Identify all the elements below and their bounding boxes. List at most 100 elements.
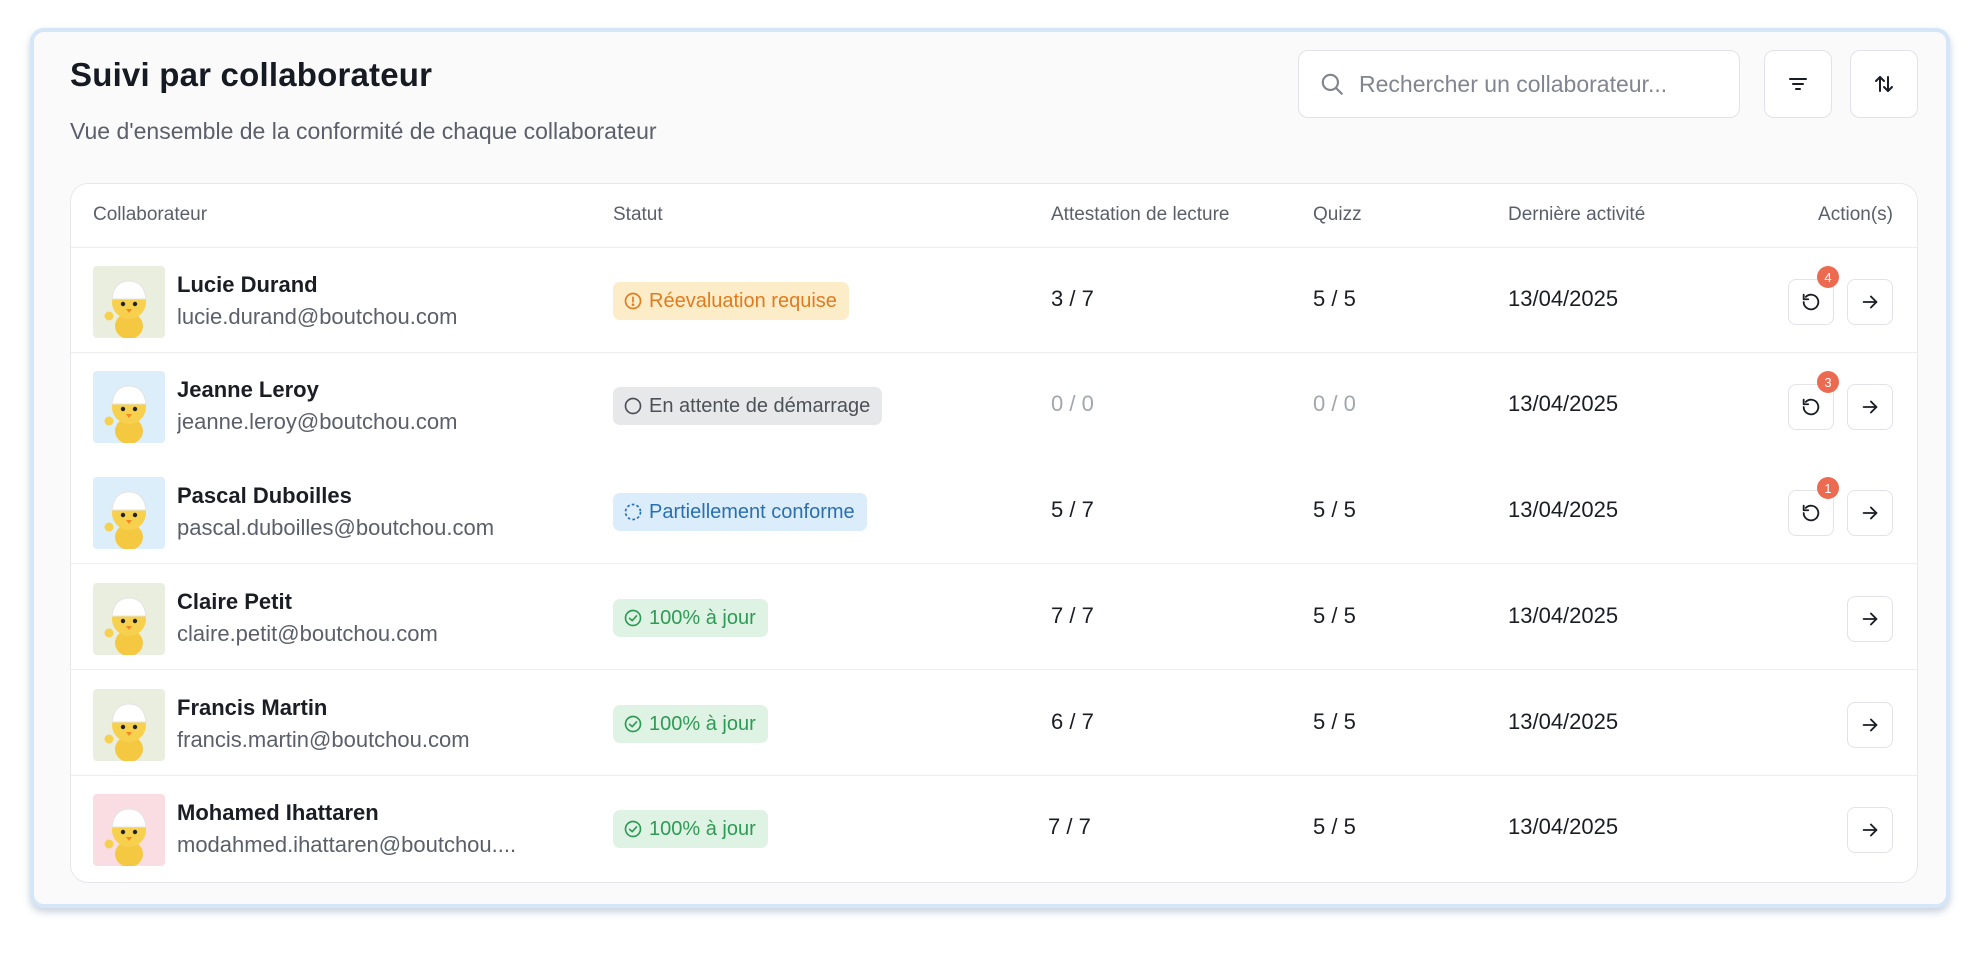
status-badge: En attente de démarrage bbox=[613, 387, 883, 425]
last-activity-value: 13/04/2025 bbox=[1508, 603, 1619, 628]
collaborator-email: lucie.durand@boutchou.com bbox=[177, 304, 458, 329]
open-detail-button[interactable] bbox=[1847, 702, 1893, 748]
table-row: Jeanne Leroy jeanne.leroy@boutchou.com En … bbox=[71, 353, 1917, 458]
sort-icon bbox=[1875, 76, 1893, 92]
avatar bbox=[93, 266, 165, 338]
collaborator-name: Mohamed Ihattaren bbox=[177, 800, 379, 825]
quizz-value: 5 / 5 bbox=[1313, 814, 1356, 839]
avatar bbox=[93, 689, 165, 761]
table-row: Pascal Duboilles pascal.duboilles@boutcho… bbox=[71, 459, 1917, 564]
attestation-value: 7 / 7 bbox=[1048, 814, 1091, 839]
status-badge: Réevaluation requise bbox=[613, 282, 849, 320]
search-input[interactable] bbox=[1359, 70, 1719, 98]
filter-icon bbox=[1789, 78, 1807, 90]
reset-icon bbox=[1802, 504, 1820, 522]
table-row: Francis Martin francis.martin@boutchou.co… bbox=[71, 671, 1917, 776]
reset-count-badge: 3 bbox=[1817, 371, 1839, 393]
quizz-value: 5 / 5 bbox=[1313, 286, 1356, 311]
status-badge: 100% à jour bbox=[613, 810, 768, 848]
attestation-value: 5 / 7 bbox=[1051, 497, 1094, 522]
check-circle-icon bbox=[624, 609, 642, 627]
arrow-right-icon bbox=[1862, 823, 1878, 837]
sort-button[interactable] bbox=[1850, 50, 1918, 118]
reset-count-badge: 4 bbox=[1817, 266, 1839, 288]
arrow-right-icon bbox=[1862, 400, 1878, 414]
page-title: Suivi par collaborateur bbox=[70, 56, 433, 93]
attestation-value: 3 / 7 bbox=[1051, 286, 1094, 311]
search-icon bbox=[1321, 73, 1343, 95]
open-detail-button[interactable] bbox=[1847, 384, 1893, 430]
reset-button[interactable]: 1 bbox=[1788, 477, 1839, 536]
collaborator-email: pascal.duboilles@boutchou.com bbox=[177, 515, 495, 540]
open-detail-button[interactable] bbox=[1847, 807, 1893, 853]
status-label: En attente de démarrage bbox=[649, 394, 871, 417]
avatar bbox=[93, 477, 165, 549]
last-activity-value: 13/04/2025 bbox=[1508, 497, 1619, 522]
dashed-circle-icon bbox=[624, 503, 642, 521]
search-box[interactable] bbox=[1298, 50, 1740, 118]
table-row: Lucie Durand lucie.durand@boutchou.com Rée… bbox=[71, 248, 1917, 353]
collaborator-email: claire.petit@boutchou.com bbox=[177, 621, 438, 646]
card-header: Suivi par collaborateur Vue d'ensemble d… bbox=[70, 56, 657, 145]
collaborator-name: Francis Martin bbox=[177, 695, 328, 720]
quizz-value: 5 / 5 bbox=[1313, 709, 1356, 734]
open-detail-button[interactable] bbox=[1847, 596, 1893, 642]
last-activity-value: 13/04/2025 bbox=[1508, 709, 1619, 734]
attestation-value: 0 / 0 bbox=[1051, 391, 1094, 416]
collaborator-name: Lucie Durand bbox=[177, 272, 318, 297]
last-activity-value: 13/04/2025 bbox=[1508, 391, 1619, 416]
collaborator-table: Collaborateur Statut Attestation de lect… bbox=[70, 183, 1918, 883]
quizz-value: 5 / 5 bbox=[1313, 497, 1356, 522]
page-subtitle: Vue d'ensemble de la conformité de chaqu… bbox=[70, 118, 657, 144]
collaborator-email: francis.martin@boutchou.com bbox=[177, 727, 470, 752]
table-header: Collaborateur Statut Attestation de lect… bbox=[71, 184, 1917, 248]
collaborator-tracking-card: Suivi par collaborateur Vue d'ensemble d… bbox=[30, 28, 1950, 908]
column-header-derniere-activite: Dernière activité bbox=[1508, 204, 1646, 225]
status-label: 100% à jour bbox=[649, 817, 756, 840]
reset-icon bbox=[1802, 293, 1820, 311]
column-header-collaborateur: Collaborateur bbox=[93, 204, 208, 225]
column-header-actions: Action(s) bbox=[1818, 204, 1893, 225]
status-badge: 100% à jour bbox=[613, 599, 768, 637]
check-circle-icon bbox=[624, 715, 642, 733]
collaborator-email: jeanne.leroy@boutchou.com bbox=[177, 409, 458, 434]
reset-count-badge: 1 bbox=[1817, 477, 1839, 499]
last-activity-value: 13/04/2025 bbox=[1508, 814, 1619, 839]
avatar bbox=[93, 371, 165, 443]
arrow-right-icon bbox=[1862, 718, 1878, 732]
last-activity-value: 13/04/2025 bbox=[1508, 286, 1619, 311]
reset-button[interactable]: 4 bbox=[1788, 266, 1839, 325]
open-detail-button[interactable] bbox=[1847, 490, 1893, 536]
arrow-right-icon bbox=[1862, 612, 1878, 626]
arrow-right-icon bbox=[1862, 506, 1878, 520]
check-circle-icon bbox=[624, 820, 642, 838]
reset-icon bbox=[1802, 398, 1820, 416]
status-badge: Partiellement conforme bbox=[613, 493, 867, 531]
avatar bbox=[93, 794, 165, 866]
attestation-value: 7 / 7 bbox=[1051, 603, 1094, 628]
filter-button[interactable] bbox=[1764, 50, 1832, 118]
alert-circle-icon bbox=[624, 292, 642, 310]
arrow-right-icon bbox=[1862, 295, 1878, 309]
quizz-value: 5 / 5 bbox=[1313, 603, 1356, 628]
table-row: Mohamed Ihattaren modahmed.ihattaren@bout… bbox=[71, 776, 1917, 881]
status-badge: 100% à jour bbox=[613, 705, 768, 743]
open-detail-button[interactable] bbox=[1847, 279, 1893, 325]
table-row: Claire Petit claire.petit@boutchou.com 100… bbox=[71, 565, 1917, 670]
status-label: 100% à jour bbox=[649, 712, 756, 735]
attestation-value: 6 / 7 bbox=[1051, 709, 1094, 734]
column-header-statut: Statut bbox=[613, 204, 663, 225]
status-label: 100% à jour bbox=[649, 606, 756, 629]
collaborator-name: Claire Petit bbox=[177, 589, 292, 614]
column-header-attestation: Attestation de lecture bbox=[1051, 204, 1230, 225]
quizz-value: 0 / 0 bbox=[1313, 391, 1356, 416]
status-label: Partiellement conforme bbox=[649, 500, 855, 523]
avatar bbox=[93, 583, 165, 655]
column-header-quizz: Quizz bbox=[1313, 204, 1362, 225]
reset-button[interactable]: 3 bbox=[1788, 371, 1839, 430]
collaborator-name: Jeanne Leroy bbox=[177, 377, 319, 402]
status-label: Réevaluation requise bbox=[649, 289, 837, 312]
empty-circle-icon bbox=[624, 397, 642, 415]
collaborator-email: modahmed.ihattaren@boutchou.... bbox=[177, 832, 517, 857]
collaborator-name: Pascal Duboilles bbox=[177, 483, 352, 508]
